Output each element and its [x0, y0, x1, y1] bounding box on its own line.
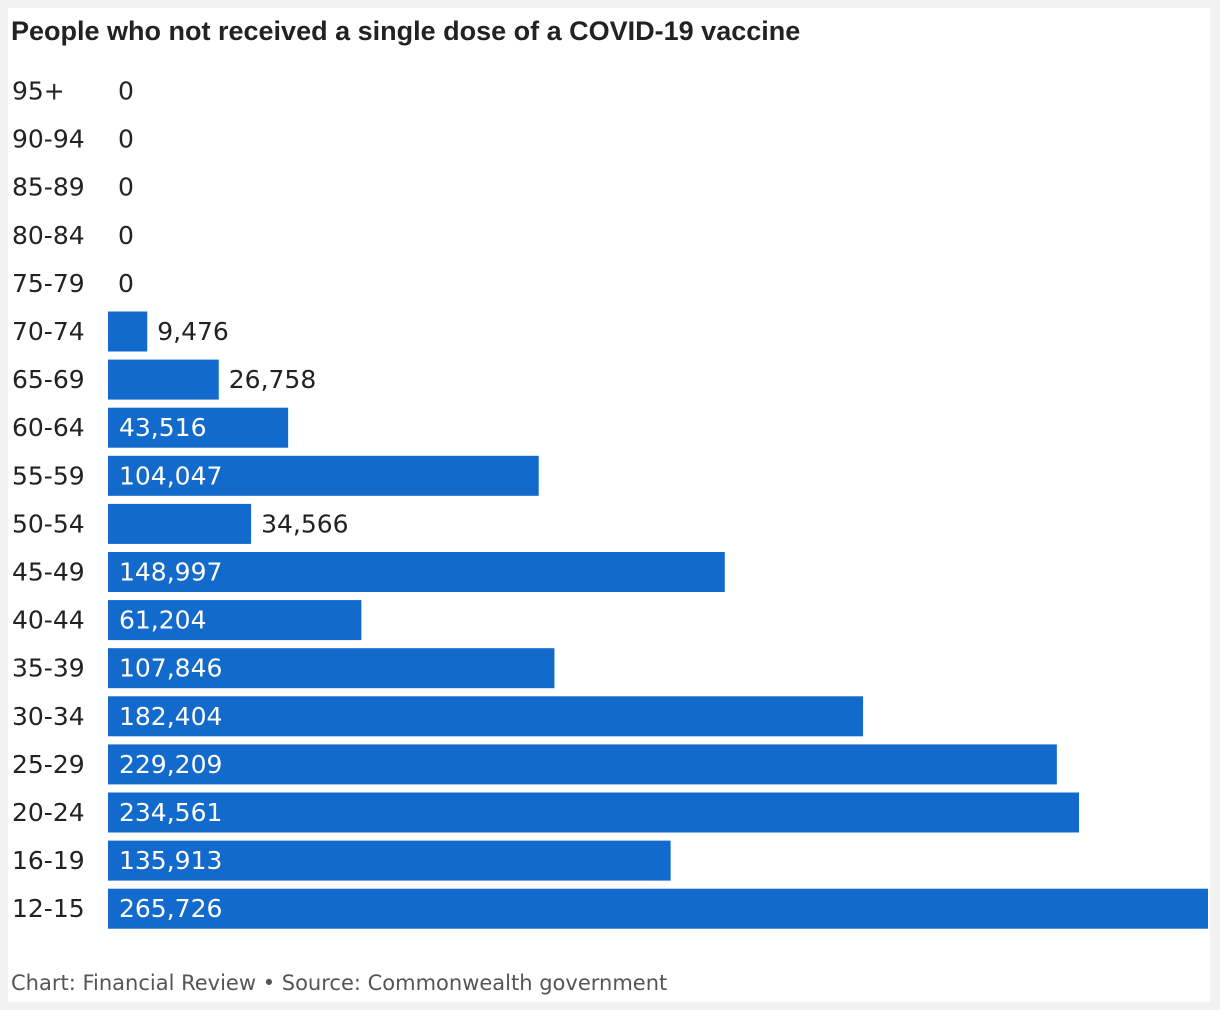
bar-value-label: 229,209 — [119, 750, 222, 779]
bar-value-label: 0 — [118, 125, 134, 154]
category-label: 90-94 — [12, 125, 85, 154]
bar-value-label: 9,476 — [157, 317, 229, 346]
bar — [108, 792, 1079, 833]
category-label: 95+ — [12, 77, 65, 106]
category-label: 75-79 — [12, 269, 85, 298]
bar — [108, 359, 219, 400]
bar-value-label: 0 — [118, 173, 134, 202]
category-label: 40-44 — [12, 606, 85, 635]
bar — [108, 552, 725, 592]
bar — [108, 840, 671, 881]
category-label: 16-19 — [12, 846, 85, 875]
bar — [108, 503, 252, 544]
bar-value-label: 26,758 — [229, 365, 316, 394]
bar-value-label: 135,913 — [119, 846, 222, 875]
bar — [108, 311, 148, 352]
bar-value-label: 0 — [118, 269, 134, 298]
bar — [108, 744, 1057, 785]
category-label: 65-69 — [12, 365, 85, 394]
category-label: 85-89 — [12, 173, 85, 202]
category-label: 70-74 — [12, 317, 85, 346]
bar — [108, 455, 539, 496]
bar-value-label: 107,846 — [119, 654, 222, 683]
bar-value-label: 234,561 — [119, 798, 222, 827]
category-label: 45-49 — [12, 558, 85, 587]
category-label: 12-15 — [12, 894, 85, 923]
bar-value-label: 43,516 — [119, 413, 206, 442]
chart-credit: Chart: Financial Review • Source: Common… — [11, 971, 668, 995]
bar-value-label: 148,997 — [119, 558, 222, 587]
bar — [108, 600, 362, 641]
bar-value-label: 0 — [118, 77, 134, 106]
bar-value-label: 104,047 — [119, 461, 222, 490]
bar — [108, 648, 555, 689]
bar-value-label: 182,404 — [119, 702, 222, 731]
chart-title: People who not received a single dose of… — [11, 16, 801, 46]
category-label: 55-59 — [12, 461, 85, 490]
bar-value-label: 34,566 — [261, 509, 348, 538]
bar-value-label: 0 — [118, 221, 134, 250]
bar-value-label: 265,726 — [119, 894, 222, 923]
bar-value-label: 61,204 — [119, 606, 206, 635]
category-label: 20-24 — [12, 798, 85, 827]
category-label: 35-39 — [12, 654, 85, 683]
category-label: 50-54 — [12, 509, 85, 538]
bar-chart: 95+ 0 90-94 0 85-89 0 80-84 0 75-79 0 70-74 9,476 65… — [12, 77, 1208, 929]
category-label: 25-29 — [12, 750, 85, 779]
bar — [108, 696, 864, 737]
category-label: 60-64 — [12, 413, 85, 442]
category-label: 30-34 — [12, 702, 85, 731]
category-label: 80-84 — [12, 221, 85, 250]
bar — [108, 407, 289, 448]
bar — [108, 888, 1208, 929]
